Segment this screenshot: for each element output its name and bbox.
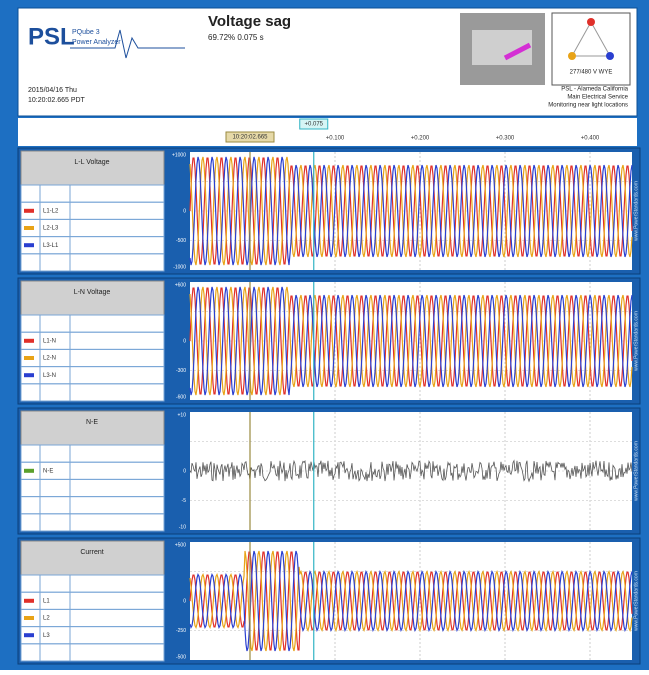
time: 10:20:02.665 PDT <box>28 97 86 104</box>
diagram-node <box>568 52 576 60</box>
waveform <box>189 157 633 265</box>
logo: PSL <box>28 23 75 50</box>
legend-label: L1-N <box>43 338 56 344</box>
cursor-label-box <box>225 131 275 143</box>
panel-title: L-L Voltage <box>74 159 109 166</box>
legend-swatch <box>24 468 34 473</box>
legend-swatch <box>24 633 34 638</box>
legend-label: L2-L3 <box>43 226 59 232</box>
legend-label: L3-N <box>43 373 56 379</box>
watermark: www.PowerStandards.com <box>633 441 639 501</box>
y-tick-label: 0 <box>183 468 186 474</box>
legend-label: L3-L1 <box>43 243 59 249</box>
legend-label: L1-L2 <box>43 208 59 214</box>
panel-title: N-E <box>86 419 98 426</box>
photo-arrow <box>503 42 532 61</box>
y-tick-label: -10 <box>179 524 186 530</box>
waveform <box>189 287 633 395</box>
time-tick-label: +0.400 <box>581 136 600 142</box>
date: 2015/04/16 Thu <box>28 87 77 94</box>
legend-label: N-E <box>43 468 53 474</box>
diagram-node <box>606 52 614 60</box>
legend-title-cell <box>20 410 165 446</box>
legend-label: L2-N <box>43 356 56 362</box>
waveform <box>189 551 633 651</box>
diagram-node <box>587 18 595 26</box>
watermark: www.PowerStandards.com <box>633 571 639 631</box>
y-tick-label: +10 <box>178 412 187 418</box>
panel-title: Current <box>80 549 103 556</box>
legend-swatch <box>24 373 34 378</box>
y-tick-label: -250 <box>176 628 186 634</box>
site-line: PSL - Alameda California <box>561 87 628 93</box>
legend-row <box>20 643 165 662</box>
product: PQube 3 <box>72 29 100 36</box>
legend-label: L2 <box>43 616 50 622</box>
y-tick-label: 0 <box>183 208 186 214</box>
y-tick-label: -500 <box>176 654 186 660</box>
diagram-triangle <box>571 20 611 57</box>
legend-swatch <box>24 208 34 213</box>
y-tick-label: +600 <box>175 282 186 288</box>
legend-swatch <box>24 338 34 343</box>
legend-swatch <box>24 356 34 360</box>
event-title: Voltage sag <box>208 13 291 30</box>
y-tick-label: +1000 <box>172 152 186 158</box>
legend-row <box>20 253 165 272</box>
y-tick-label: -5 <box>182 498 187 504</box>
time-tick-label: +0.300 <box>496 136 515 142</box>
site-line: Monitoring near light locations <box>548 103 628 109</box>
legend-title-cell <box>20 540 165 576</box>
legend-title-cell <box>20 150 165 186</box>
legend-label: L3 <box>43 633 50 639</box>
legend-row <box>20 383 165 402</box>
y-tick-label: -300 <box>176 368 186 374</box>
legend-swatch <box>24 616 34 620</box>
legend-swatch <box>24 226 34 230</box>
legend-swatch <box>24 598 34 603</box>
diagram-label: 277/480 V WYE <box>570 70 613 76</box>
legend-title-cell <box>20 280 165 316</box>
event-detail: 69.72% 0.075 s <box>208 33 264 42</box>
waveform <box>189 459 633 483</box>
legend-swatch <box>24 243 34 248</box>
waveform <box>189 286 633 396</box>
cursor-label: 10:20:02.665 <box>232 135 268 141</box>
watermark: www.PowerStandards.com <box>633 181 639 241</box>
y-tick-label: -500 <box>176 238 186 244</box>
time-tick-label: +0.200 <box>411 136 430 142</box>
marker-label-box <box>299 118 329 130</box>
legend-row <box>20 513 165 532</box>
logo-wave <box>70 29 185 59</box>
y-tick-label: -600 <box>176 394 186 400</box>
site-line: Main Electrical Service <box>567 95 628 101</box>
y-tick-label: 0 <box>183 598 186 604</box>
y-tick-label: -1000 <box>173 264 186 270</box>
y-tick-label: +500 <box>175 542 186 548</box>
waveform <box>189 550 633 652</box>
y-tick-label: 0 <box>183 338 186 344</box>
marker-label: +0.075 <box>304 122 323 128</box>
waveform <box>189 156 633 266</box>
product-sub: Power Analyzer <box>72 39 121 46</box>
legend-label: L1 <box>43 598 50 604</box>
watermark: www.PowerStandards.com <box>633 311 639 371</box>
panel-title: L-N Voltage <box>74 289 111 296</box>
time-tick-label: +0.100 <box>326 136 345 142</box>
